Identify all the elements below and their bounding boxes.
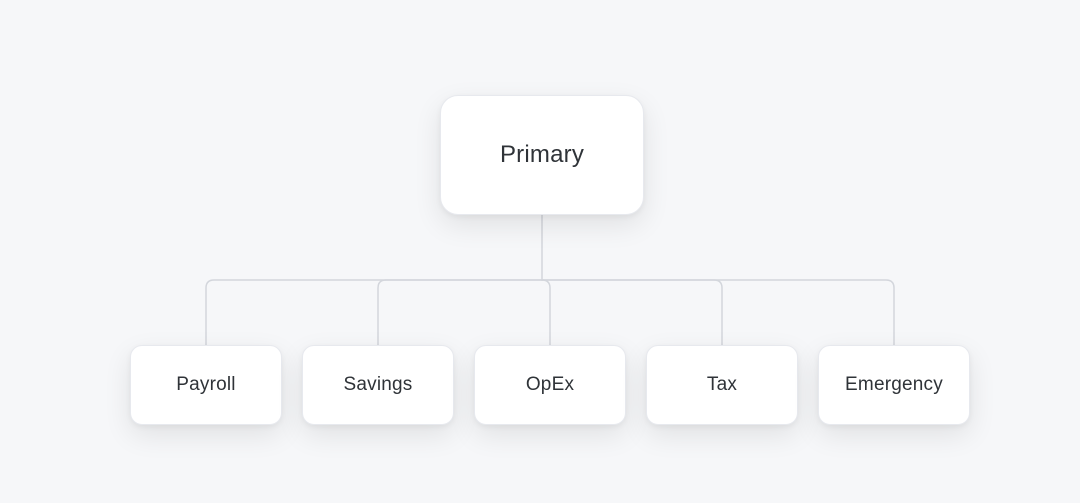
tree-child-node: Tax [646, 345, 798, 425]
tree-child-node: Emergency [818, 345, 970, 425]
tree-root-node: Primary [440, 95, 644, 215]
tree-child-label: Savings [344, 374, 413, 396]
tree-child-label: OpEx [526, 374, 574, 396]
tree-child-label: Payroll [176, 374, 235, 396]
tree-child-node: Payroll [130, 345, 282, 425]
tree-child-node: OpEx [474, 345, 626, 425]
tree-child-node: Savings [302, 345, 454, 425]
tree-child-label: Tax [707, 374, 737, 396]
tree-child-label: Emergency [845, 374, 943, 396]
tree-root-label: Primary [500, 141, 584, 169]
diagram-background [0, 0, 1080, 503]
